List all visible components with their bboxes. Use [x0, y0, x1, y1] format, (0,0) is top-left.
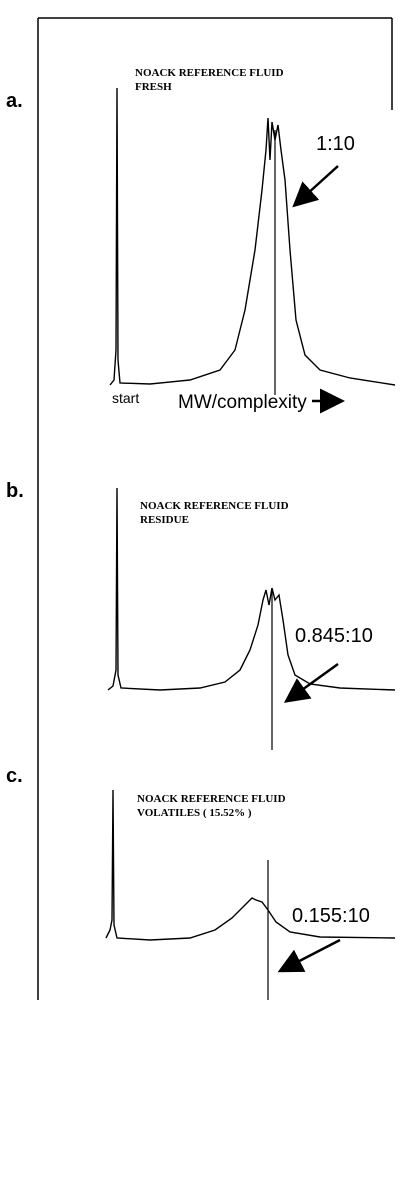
ratio-label: 0.845:10 [295, 625, 373, 647]
arrow [283, 662, 339, 703]
panel-title: NOACK REFERENCE FLUID [137, 793, 286, 805]
arrow [277, 938, 341, 973]
x-start-label: start [112, 390, 139, 406]
ratio-label: 0.155:10 [292, 905, 370, 927]
ratio-label: 1:10 [316, 133, 355, 155]
arrow [292, 165, 339, 208]
panel-label: b. [6, 480, 24, 502]
panel-title: NOACK REFERENCE FLUID [135, 67, 284, 79]
frame [37, 17, 393, 1000]
trace [105, 789, 396, 941]
panel-label: c. [6, 765, 23, 787]
x-axis-label: MW/complexity [178, 392, 307, 413]
trace [109, 87, 396, 386]
panel-title: VOLATILES ( 15.52% ) [137, 807, 252, 819]
panel-label: a. [6, 90, 23, 112]
panel-title: RESIDUE [140, 514, 189, 526]
trace [107, 487, 396, 691]
panel-title: FRESH [135, 81, 172, 93]
panel-title: NOACK REFERENCE FLUID [140, 500, 289, 512]
